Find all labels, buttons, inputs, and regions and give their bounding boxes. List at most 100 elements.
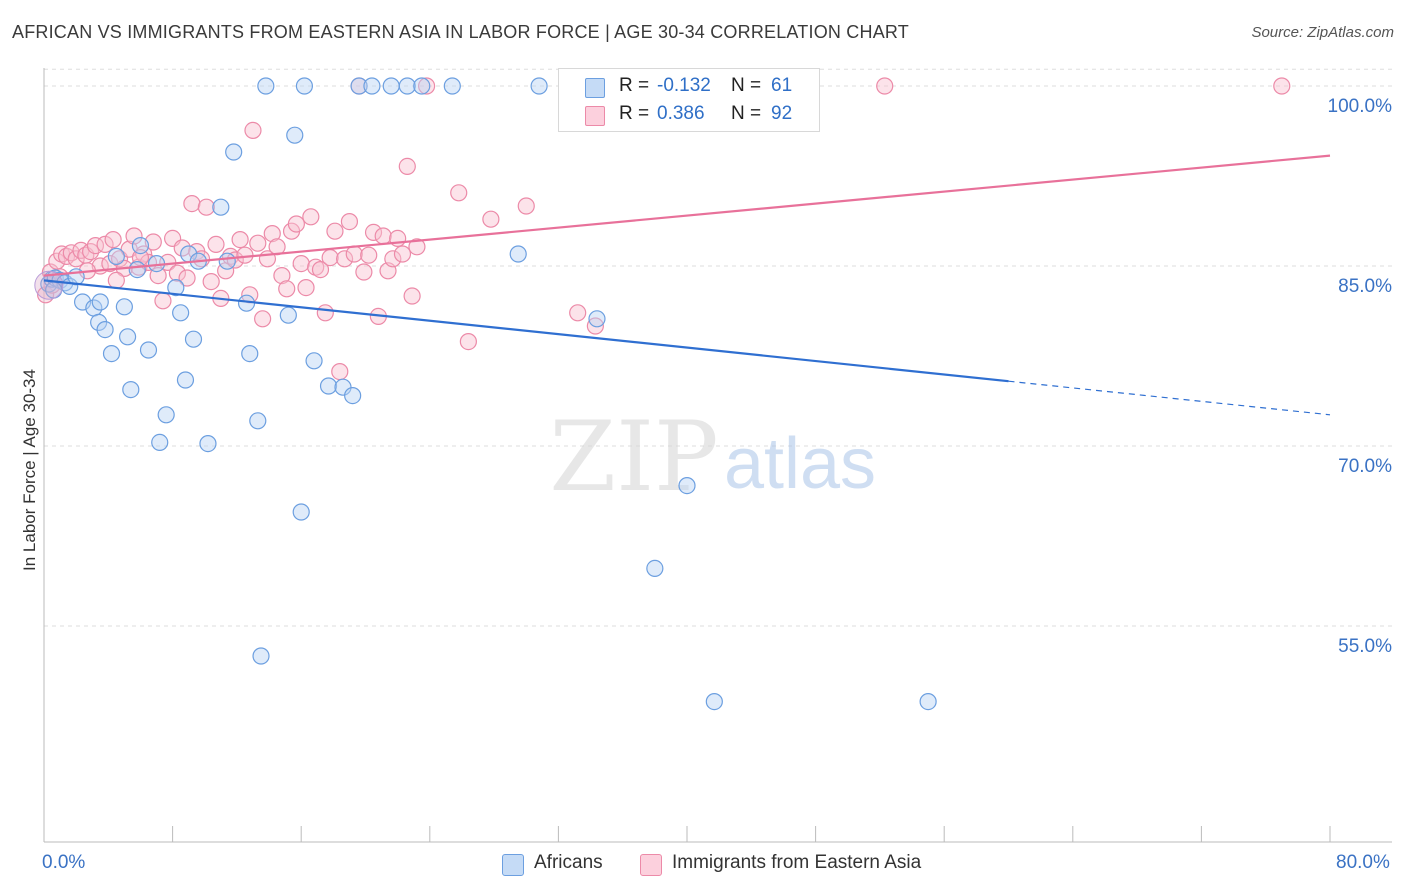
point-africans <box>344 387 362 405</box>
point-africans <box>157 406 175 424</box>
point-immigrants <box>287 215 305 233</box>
y-axis-label: In Labor Force | Age 30-34 <box>20 369 39 571</box>
legend-n-value: 61 <box>771 75 793 96</box>
point-africans <box>646 559 664 578</box>
point-immigrants <box>125 227 143 245</box>
point-cluster <box>34 270 64 300</box>
y-tick-label: 85.0% <box>1338 276 1392 297</box>
point-immigrants <box>197 198 215 216</box>
point-africans <box>218 252 236 270</box>
point-africans <box>382 77 400 95</box>
point-africans <box>286 126 304 144</box>
trend-immigrants <box>43 154 1331 277</box>
point-immigrants <box>374 227 392 245</box>
chart-title: AFRICAN VS IMMIGRANTS FROM EASTERN ASIA … <box>12 22 909 42</box>
point-immigrants <box>417 77 436 95</box>
point-africans <box>413 77 431 95</box>
point-immigrants <box>459 333 477 351</box>
point-africans <box>305 352 323 370</box>
point-immigrants <box>154 292 172 310</box>
point-immigrants <box>168 264 187 282</box>
point-africans <box>176 371 195 389</box>
point-immigrants <box>302 208 320 226</box>
point-immigrants <box>450 184 468 202</box>
point-africans <box>102 345 121 363</box>
series-africans <box>34 77 937 711</box>
point-africans <box>167 279 185 297</box>
point-africans <box>705 692 723 711</box>
point-immigrants <box>336 250 354 268</box>
y-tick-label: 70.0% <box>1338 456 1392 477</box>
point-africans <box>678 477 696 495</box>
legend-r-value: 0.386 <box>657 103 705 124</box>
y-tick-labels: 55.0% 70.0% 85.0% 100.0% <box>1328 96 1393 657</box>
point-immigrants <box>331 363 349 381</box>
source-label: Source: ZipAtlas.com <box>1251 24 1394 41</box>
point-africans <box>128 261 146 279</box>
legend-label-immigrants: Immigrants from Eastern Asia <box>672 852 922 873</box>
point-immigrants <box>244 121 262 139</box>
point-africans <box>398 77 416 95</box>
point-africans <box>118 328 137 346</box>
point-africans <box>139 341 158 359</box>
point-immigrants <box>292 255 310 273</box>
legend-swatch-immigrants <box>640 854 662 876</box>
point-immigrants <box>173 239 191 257</box>
point-immigrants <box>517 197 535 215</box>
trend-africans-extension <box>1008 380 1331 416</box>
point-immigrants <box>207 235 225 253</box>
point-africans <box>122 381 140 399</box>
point-africans <box>249 412 267 430</box>
watermark-atlas: atlas <box>724 424 876 504</box>
legend-swatch-africans <box>502 854 524 876</box>
point-immigrants <box>326 222 344 240</box>
y-tick-label: 55.0% <box>1338 636 1392 657</box>
point-africans <box>279 306 297 324</box>
point-immigrants <box>482 210 500 228</box>
point-immigrants <box>403 287 421 305</box>
point-immigrants <box>183 195 201 213</box>
watermark: ZIP atlas <box>549 401 876 513</box>
point-immigrants <box>263 225 281 243</box>
point-africans <box>257 77 275 95</box>
point-immigrants <box>67 250 85 268</box>
legend-r-label: R = <box>619 103 650 124</box>
point-africans <box>107 247 125 265</box>
point-immigrants <box>345 245 363 263</box>
point-africans <box>212 198 230 216</box>
point-africans <box>96 321 114 339</box>
point-africans <box>919 692 937 711</box>
point-immigrants <box>307 258 325 276</box>
point-immigrants <box>311 261 330 279</box>
axes <box>43 68 1392 843</box>
point-immigrants <box>384 250 402 268</box>
point-immigrants <box>297 279 315 297</box>
point-immigrants <box>144 233 162 251</box>
point-immigrants <box>586 317 604 335</box>
point-immigrants <box>273 267 291 285</box>
point-africans <box>292 503 310 521</box>
point-africans <box>509 245 527 263</box>
watermark-zip: ZIP <box>549 401 718 513</box>
point-immigrants <box>96 235 114 253</box>
legend-r-value: -0.132 <box>657 75 711 96</box>
trend-africans <box>43 279 1009 383</box>
point-africans <box>295 77 314 95</box>
point-immigrants <box>876 77 894 95</box>
correlation-legend: R = -0.132 N = 61 R = 0.386 N = 92 <box>558 68 820 132</box>
legend-n-label: N = <box>731 75 762 96</box>
point-immigrants <box>192 250 211 268</box>
point-immigrants <box>321 249 339 267</box>
point-immigrants <box>1273 77 1291 95</box>
point-africans <box>350 77 368 95</box>
point-africans <box>131 237 150 255</box>
point-africans <box>363 77 381 95</box>
point-immigrants <box>278 280 296 298</box>
legend-swatch-blue <box>585 78 605 98</box>
point-immigrants <box>104 231 122 249</box>
x-tick-label-min: 0.0% <box>42 852 86 873</box>
point-africans <box>151 433 169 451</box>
point-immigrants <box>107 271 125 289</box>
point-immigrants <box>398 157 416 175</box>
